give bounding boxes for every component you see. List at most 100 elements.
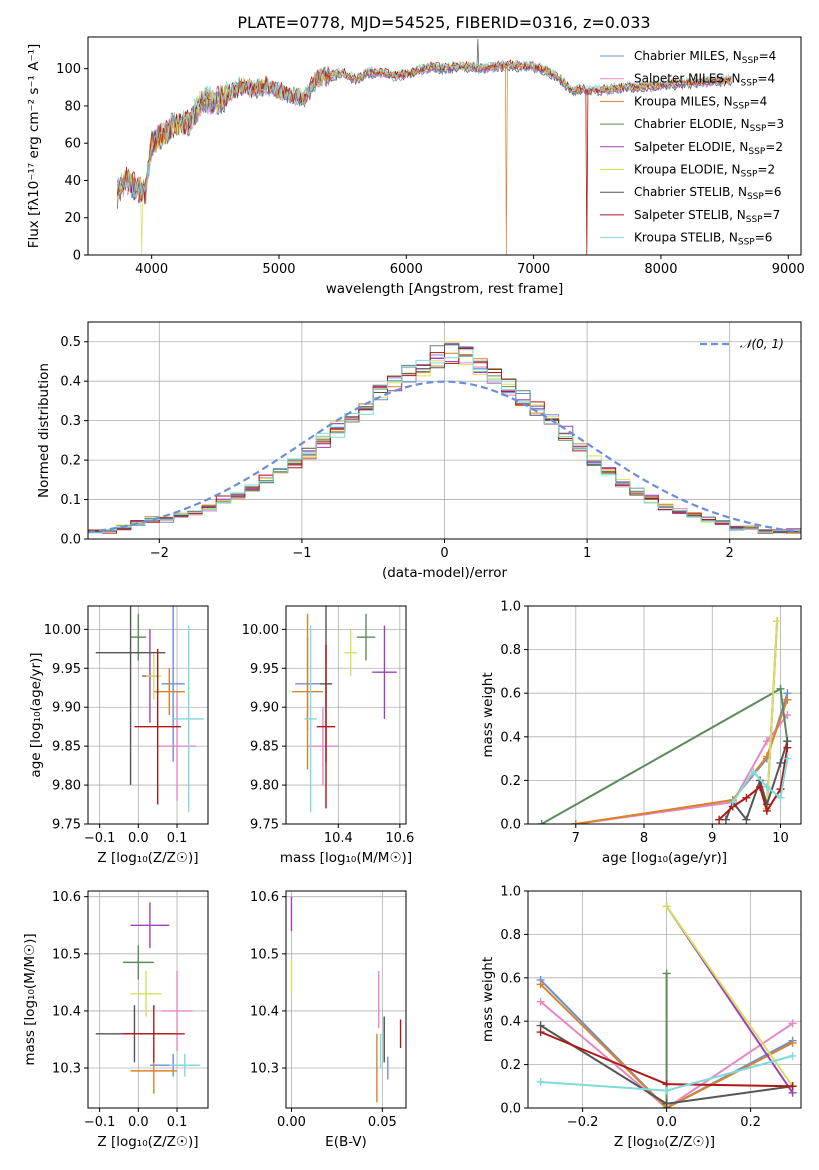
y-tick-label: 100 <box>56 62 81 77</box>
errorbar-point <box>157 691 197 801</box>
legend-entry: Salpeter ELODIE, NSSP=2 <box>634 140 783 157</box>
series-marker <box>788 1082 797 1091</box>
x-tick-label: 0.1 <box>167 831 188 846</box>
x-tick-label: 0.00 <box>277 1115 306 1130</box>
errorbar-point <box>95 606 166 786</box>
series-line-chabrier-miles <box>575 692 789 824</box>
spectrum-kroupa-stelib <box>116 59 732 198</box>
x-tick-label: 8 <box>640 831 648 846</box>
series-marker <box>715 815 724 824</box>
series-marker <box>536 1077 545 1086</box>
series-line-kroupa-elodie <box>665 905 794 1087</box>
series-line-chabrier-miles <box>539 979 794 1108</box>
x-axis-label: (data-model)/error <box>382 565 508 581</box>
axes-frame <box>285 890 407 1109</box>
series-marker <box>742 793 751 802</box>
legend-nssp: =2 <box>757 163 775 177</box>
series-marker <box>756 782 765 791</box>
legend-subscript: SSP <box>733 101 750 111</box>
series-marker <box>742 815 751 824</box>
errorbar-point <box>372 625 397 719</box>
y-tick-label: 9.85 <box>52 740 81 755</box>
legend-model-name: Kroupa MILES, N <box>634 94 733 108</box>
x-tick-label: 10.6 <box>385 831 414 846</box>
x-tick-label: 2 <box>726 546 734 561</box>
y-tick-label: 0.6 <box>500 687 521 702</box>
y-tick-label: 0.0 <box>500 818 521 833</box>
x-tick-label: 0 <box>440 546 448 561</box>
legend-nssp: =3 <box>766 117 784 131</box>
x-tick-label: 9 <box>708 831 716 846</box>
series-marker <box>783 695 792 704</box>
legend-model-name: Kroupa ELODIE, N <box>634 163 741 177</box>
y-tick-label: 9.75 <box>250 818 279 833</box>
series-marker <box>762 737 771 746</box>
y-tick-label: 10.00 <box>44 623 81 638</box>
y-tick-label: 0.6 <box>500 971 521 986</box>
panel-5: 7 8 9 10 0.0 0.2 0.4 0.6 0.8 1.0 age [log₁₀(age/yr… <box>480 600 802 866</box>
axes-frame <box>285 605 407 825</box>
x-tick-label: 10.4 <box>324 831 353 846</box>
y-tick-label: 10.3 <box>250 1062 279 1077</box>
x-tick-label: 7 <box>572 831 580 846</box>
series-marker <box>783 754 792 763</box>
series-marker <box>776 793 785 802</box>
series-marker <box>662 902 671 911</box>
panel-2: −2 −1 0 1 2 0.0 0.1 0.2 0.3 0.4 0.5 (data-model)/er… <box>36 321 802 581</box>
series-line-kroupa-elodie <box>765 621 779 809</box>
x-tick-label: 7000 <box>517 262 550 277</box>
errorbar-point <box>130 970 162 1017</box>
series-marker <box>662 1086 671 1095</box>
errorbar-point <box>122 1005 185 1063</box>
axes-frame <box>87 605 209 825</box>
series-marker <box>783 743 792 752</box>
axes-frame <box>87 36 802 256</box>
plot-area <box>95 902 201 1094</box>
legend-entry: Kroupa MILES, NSSP=4 <box>634 94 767 111</box>
x-axis-label: wavelength [Angstrom, rest frame] <box>326 281 564 297</box>
y-tick-label: 0.2 <box>500 1058 521 1073</box>
series-marker <box>536 980 545 989</box>
series-marker <box>788 1051 797 1060</box>
x-axis-label: Z [log₁₀(Z/Z☉)] <box>97 850 198 866</box>
axes-frame <box>87 321 802 540</box>
x-tick-label: −0.1 <box>84 831 116 846</box>
y-tick-label: 80 <box>64 99 81 114</box>
errorbar-point <box>344 629 357 677</box>
legend-subscript: SSP <box>738 238 755 248</box>
x-tick-label: 4000 <box>135 262 168 277</box>
errorbar-point <box>134 648 181 805</box>
errorbar-point <box>161 606 185 762</box>
legend-entry: Kroupa STELIB, NSSP=6 <box>634 231 772 248</box>
series-marker <box>662 969 671 978</box>
x-axis-label: Z [log₁₀(Z/Z☉)] <box>97 1134 198 1150</box>
legend-subscript: SSP <box>750 124 767 134</box>
x-tick-label: 0.05 <box>368 1115 397 1130</box>
y-tick-label: 0.0 <box>60 533 81 548</box>
legend-model-name: Chabrier MILES, N <box>634 49 742 63</box>
legend: Chabrier MILES, N SSP =4 Salpeter MILES, NS… <box>600 49 784 248</box>
x-tick-label: 5000 <box>262 262 295 277</box>
y-tick-label: 10.6 <box>52 890 81 905</box>
y-tick-label: 9.75 <box>52 818 81 833</box>
y-tick-label: 0.1 <box>60 493 81 508</box>
legend-entry: Salpeter MILES, NSSP=4 <box>634 72 775 89</box>
x-axis-label: mass [log₁₀(M/M☉)] <box>280 850 412 866</box>
errorbar-point <box>130 902 170 949</box>
axes-frame <box>527 890 802 1109</box>
series-marker <box>721 815 730 824</box>
y-tick-label: 1.0 <box>500 600 521 615</box>
panel-3: −0.1 0.0 0.1 9.75 9.80 9.85 9.90 9.95 10.00 Z [lo… <box>28 605 209 866</box>
x-tick-label: 1 <box>583 546 591 561</box>
series-line-chabrier-elodie <box>541 687 789 824</box>
x-tick-label: 0.0 <box>128 831 149 846</box>
legend-nssp: =4 <box>759 49 777 63</box>
series-marker <box>762 806 771 815</box>
series-marker <box>571 820 580 824</box>
plot-area <box>537 617 792 824</box>
y-tick-label: 0 <box>73 249 81 264</box>
legend-model-name: Salpeter ELODIE, N <box>634 140 748 154</box>
y-tick-label: 10.4 <box>250 1004 279 1019</box>
legend-entry: Salpeter STELIB, NSSP=7 <box>634 208 780 225</box>
y-axis-label: mass weight <box>480 957 496 1042</box>
